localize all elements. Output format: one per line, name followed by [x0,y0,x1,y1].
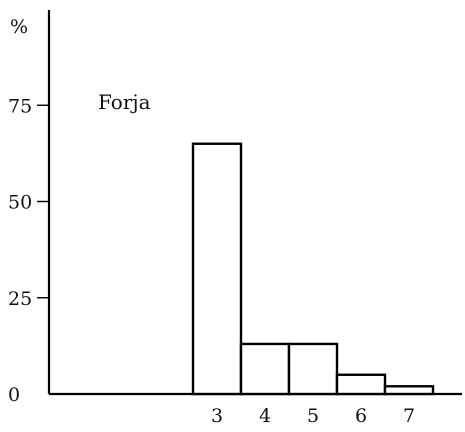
x-tick-label: 5 [307,405,319,427]
y-tick-label: 0 [8,384,20,406]
x-tick-label: 3 [211,405,223,427]
bar [239,342,291,396]
x-tick-label: 4 [259,405,271,427]
bar [335,373,387,396]
chart-annotation-label: Forja [98,90,151,114]
bar [287,342,339,396]
x-tick-label: 6 [355,405,367,427]
x-tick-label: 7 [403,405,415,427]
bar [191,142,243,396]
x-tick-labels-group: 3 4 5 6 7 [211,405,415,427]
y-tick-label: 25 [8,288,32,310]
bar [383,385,435,396]
y-tick-label: 75 [8,95,32,117]
y-axis-unit-label: % [10,16,28,38]
bars-group [191,142,435,396]
y-ticks-group: 0 25 50 75 [8,95,49,406]
y-tick-label: 50 [8,192,32,214]
